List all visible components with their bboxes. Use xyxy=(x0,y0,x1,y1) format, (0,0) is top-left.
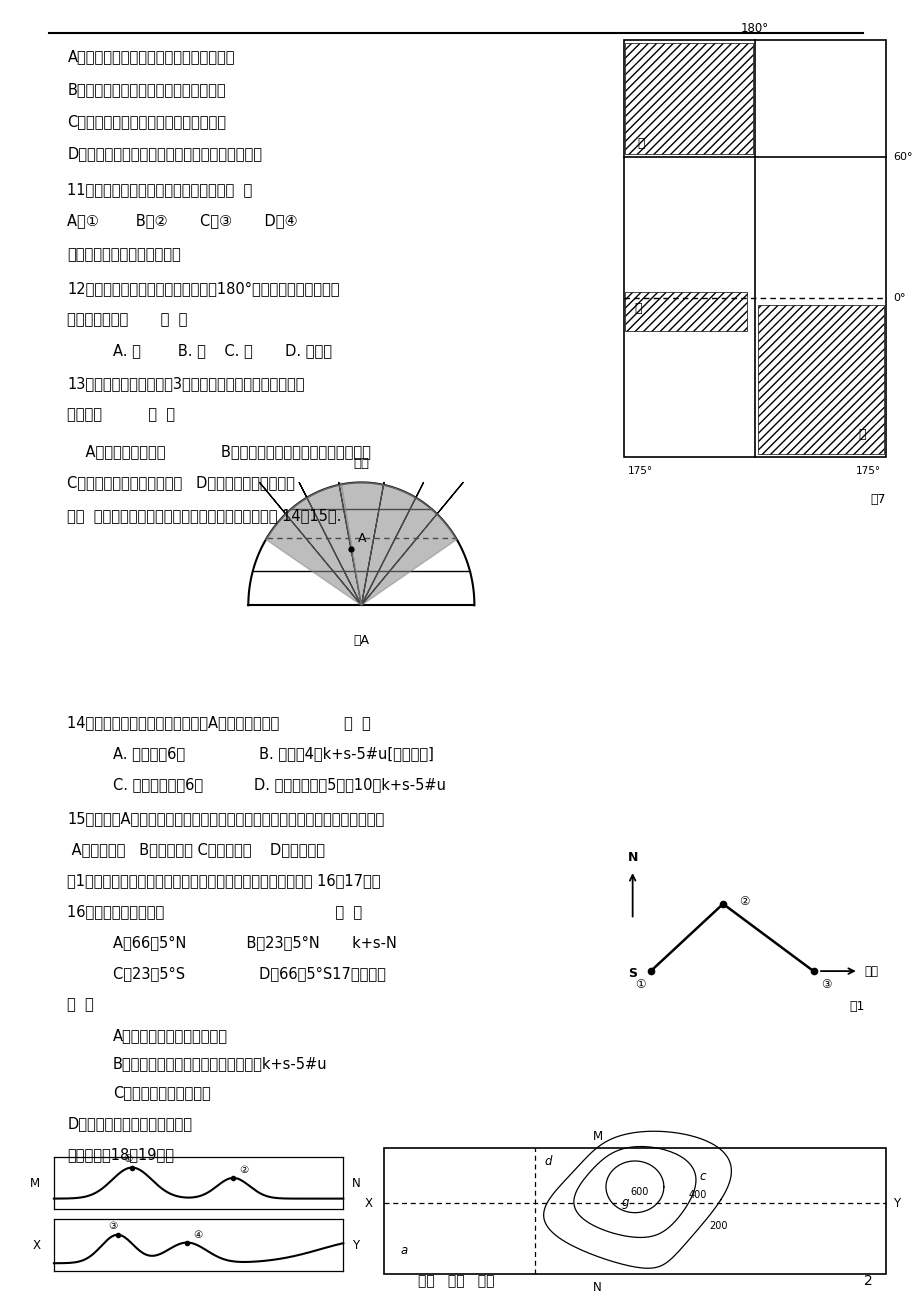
Text: 12、甲、乙、丙三艘船同时出发驶向180°经线，而且同时到达，: 12、甲、乙、丙三艘船同时出发驶向180°经线，而且同时到达， xyxy=(67,281,340,296)
Text: D、河流、湖泊众多，光照充足，适宜水稺的生长: D、河流、湖泊众多，光照充足，适宜水稺的生长 xyxy=(67,146,262,161)
Text: B、北半球各地正午太阳高度逐渐增大k+s-5#u: B、北半球各地正午太阳高度逐渐增大k+s-5#u xyxy=(112,1056,327,1072)
Text: ①: ① xyxy=(634,978,644,991)
Text: M: M xyxy=(30,1177,40,1190)
Text: g: g xyxy=(621,1195,629,1208)
Bar xyxy=(623,40,885,457)
Text: A、三分之一   B、三分之二 C、四分之三    D、二分之一: A、三分之一 B、三分之二 C、四分之三 D、二分之一 xyxy=(67,842,325,857)
Text: C. 国际标准时间6时           D. 纽约时间（西5区）10时k+s-5#u: C. 国际标准时间6时 D. 纽约时间（西5区）10时k+s-5#u xyxy=(112,777,445,792)
Text: 图1: 图1 xyxy=(849,1000,864,1013)
Text: 16、该校所处的纬度为                                     （  ）: 16、该校所处的纬度为 （ ） xyxy=(67,904,362,919)
Text: C、太阳直射点向北移动: C、太阳直射点向北移动 xyxy=(112,1085,210,1100)
Bar xyxy=(383,1148,885,1273)
Text: N: N xyxy=(627,850,637,863)
Text: 北极: 北极 xyxy=(353,457,369,470)
Text: 175°: 175° xyxy=(856,466,880,475)
Bar xyxy=(625,292,746,331)
Text: X: X xyxy=(32,1238,40,1251)
Text: ①: ① xyxy=(123,1154,132,1164)
Text: c: c xyxy=(698,1170,705,1184)
Text: 2: 2 xyxy=(863,1273,871,1288)
Text: 14、上图中阴影部分表示黑夜，则A点的日出时间为              （  ）: 14、上图中阴影部分表示黑夜，则A点的日出时间为 （ ） xyxy=(67,715,370,730)
Text: 图1为「某校旗杆正午影端位置一年内变动示意图」。读图完成 16－17题。: 图1为「某校旗杆正午影端位置一年内变动示意图」。读图完成 16－17题。 xyxy=(67,872,380,888)
Text: D、南极圈内极昼范围不断扩大: D、南极圈内极昼范围不断扩大 xyxy=(67,1116,192,1131)
Text: A．①        B．②       C．③       D．④: A．① B．② C．③ D．④ xyxy=(67,214,298,229)
Text: C、影响本区农业发展的主导因素是水源: C、影响本区农业发展的主导因素是水源 xyxy=(67,115,226,129)
Text: 13、有关甲、乙、丙附近3个阴影区域比例尺大小的叙述，: 13、有关甲、乙、丙附近3个阴影区域比例尺大小的叙述， xyxy=(67,376,304,392)
Text: 0°: 0° xyxy=(892,293,904,303)
Text: a: a xyxy=(400,1243,407,1256)
Text: 读右图，完成１２－１３题。: 读右图，完成１２－１３题。 xyxy=(67,247,181,262)
Text: N: N xyxy=(593,1281,601,1294)
Text: 175°: 175° xyxy=(628,466,652,475)
Text: 甲: 甲 xyxy=(637,138,644,151)
Text: d: d xyxy=(544,1155,551,1168)
Text: A、地球公转线速度逐渐加快: A、地球公转线速度逐渐加快 xyxy=(112,1029,227,1043)
Text: 60°: 60° xyxy=(892,152,912,161)
Text: 200: 200 xyxy=(708,1220,727,1230)
Text: 时间: 时间 xyxy=(863,965,878,978)
Text: A、乙的比例尺最小            B、甲的比例尺最小，丙的比例尺最大: A、乙的比例尺最小 B、甲的比例尺最小，丙的比例尺最大 xyxy=(67,444,371,458)
Text: （  ）: （ ） xyxy=(67,997,94,1012)
Text: 600: 600 xyxy=(630,1187,648,1197)
Polygon shape xyxy=(266,483,457,605)
Text: X: X xyxy=(365,1197,373,1210)
Text: 正确的是          （  ）: 正确的是 （ ） xyxy=(67,408,176,422)
Text: 读图  （图中虚线分别表示北回归线和北极圈），完成 14－15题.: 读图 （图中虚线分别表示北回归线和北极圈），完成 14－15题. xyxy=(67,508,342,523)
Text: A、受温带海洋性气候的影响，畜牧业发达: A、受温带海洋性气候的影响，畜牧业发达 xyxy=(67,49,234,64)
Text: 用心   爱心   专心: 用心 爱心 专心 xyxy=(417,1273,494,1288)
Text: ②: ② xyxy=(239,1165,248,1176)
Text: 图7: 图7 xyxy=(869,492,885,505)
Text: 丙: 丙 xyxy=(857,428,865,441)
Text: A. 北京时间6时                B. 地方时4时k+s-5#u[：学科网]: A. 北京时间6时 B. 地方时4时k+s-5#u[：学科网] xyxy=(112,746,433,762)
Text: A. 甲        B. 乙    C. 丙       D. 乙和丙: A. 甲 B. 乙 C. 丙 D. 乙和丙 xyxy=(112,342,332,358)
Text: C、23．5°S                D、66．5°S17、旗杆影: C、23．5°S D、66．5°S17、旗杆影 xyxy=(112,966,385,980)
Text: 400: 400 xyxy=(688,1190,707,1199)
Text: 乙: 乙 xyxy=(634,302,641,315)
Bar xyxy=(757,305,883,454)
Text: C、甲、乙、丙的比例尺相同   D、甲大于乙，乙大于丙: C、甲、乙、丙的比例尺相同 D、甲大于乙，乙大于丙 xyxy=(67,475,295,490)
Text: 11、「第二亚欧大陆桥」经过图中国家（  ）: 11、「第二亚欧大陆桥」经过图中国家（ ） xyxy=(67,182,253,198)
Text: B、降水丰富，阳光充足，适宜棉花生长: B、降水丰富，阳光充足，适宜棉花生长 xyxy=(67,82,226,96)
Text: Y: Y xyxy=(892,1197,899,1210)
Text: 速度最快的是：       （  ）: 速度最快的是： （ ） xyxy=(67,311,187,327)
Text: ③: ③ xyxy=(820,978,831,991)
Text: Y: Y xyxy=(352,1238,359,1251)
Text: N: N xyxy=(352,1177,360,1190)
Text: A: A xyxy=(357,533,366,546)
Text: ④: ④ xyxy=(193,1230,202,1240)
Text: ③: ③ xyxy=(108,1221,118,1230)
Text: 15、若此时A地地方时为国际标准时间，则全球与北京时间位于同一天的范围是: 15、若此时A地地方时为国际标准时间，则全球与北京时间位于同一天的范围是 xyxy=(67,811,384,825)
Text: S: S xyxy=(628,967,637,980)
Text: 180°: 180° xyxy=(740,22,768,35)
Text: A、66．5°N             B、23．5°N       k+s-N: A、66．5°N B、23．5°N k+s-N xyxy=(112,935,396,950)
Text: ②: ② xyxy=(739,894,749,907)
Text: 图A: 图A xyxy=(353,634,369,647)
Text: M: M xyxy=(592,1130,602,1143)
Bar xyxy=(625,43,752,155)
Text: 读图，回等18－19题：: 读图，回等18－19题： xyxy=(67,1147,175,1161)
